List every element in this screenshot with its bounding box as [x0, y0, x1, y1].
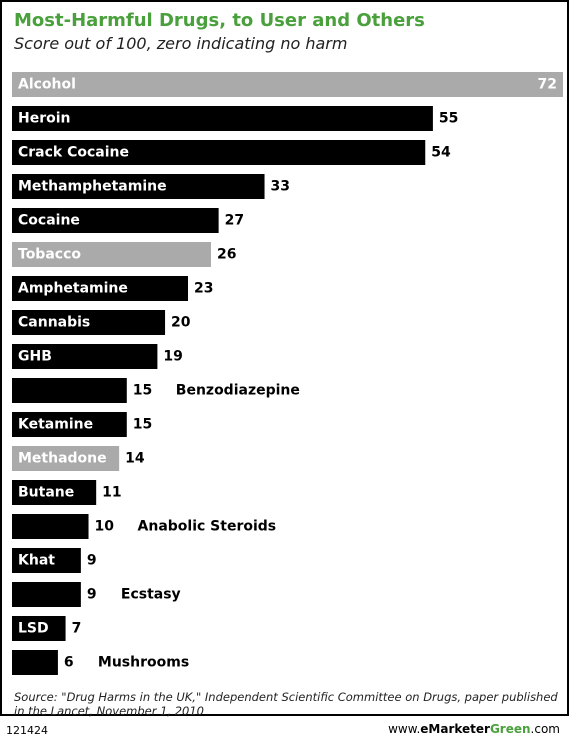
- category-label-ecstasy: Ecstasy: [121, 587, 181, 603]
- bar-butane: [12, 480, 97, 505]
- value-label-ghb: 19: [163, 349, 182, 365]
- bar-chart: Alcohol 72 Heroin 55 Crack Cocaine 54 Methamph…: [12, 72, 563, 675]
- bar-methamphetamine: [12, 174, 265, 199]
- chart-id: 121424: [6, 724, 48, 737]
- value-label-alcohol: 72: [538, 77, 557, 93]
- value-label-ecstasy: 9: [87, 587, 97, 603]
- source-note: Source: "Drug Harms in the UK," Independ…: [14, 690, 558, 718]
- category-label-cannabis: Cannabis: [18, 315, 90, 331]
- category-label-ghb: GHB: [18, 349, 52, 365]
- category-label-anabolic-steroids: Anabolic Steroids: [138, 519, 277, 535]
- category-label-methadone: Methadone: [18, 451, 107, 467]
- bar-khat: [12, 548, 81, 573]
- chart-title: Most-Harmful Drugs, to User and Others: [14, 10, 425, 31]
- category-label-khat: Khat: [18, 553, 55, 569]
- bar-ketamine: [12, 412, 127, 437]
- bar-anabolic-steroids: [12, 514, 89, 539]
- value-label-cocaine: 27: [225, 213, 244, 229]
- brand-green: Green: [489, 722, 531, 736]
- bar-methadone: [12, 446, 120, 471]
- category-label-mushrooms: Mushrooms: [98, 655, 189, 671]
- value-label-tobacco: 26: [217, 247, 236, 263]
- category-label-tobacco: Tobacco: [18, 247, 81, 263]
- bar-crack-cocaine: [12, 140, 426, 165]
- value-label-ketamine: 15: [133, 417, 152, 433]
- value-label-methadone: 14: [125, 451, 145, 467]
- category-label-lsd: LSD: [18, 621, 49, 637]
- brand-emarketer: eMarketer: [420, 722, 490, 736]
- bar-heroin: [12, 106, 433, 131]
- bar-alcohol: [12, 72, 563, 97]
- brand-prefix: www.: [388, 722, 421, 736]
- bar-ecstasy: [12, 582, 81, 607]
- bar-tobacco: [12, 242, 211, 267]
- category-label-methamphetamine: Methamphetamine: [18, 179, 167, 195]
- value-label-anabolic-steroids: 10: [95, 519, 115, 535]
- value-label-butane: 11: [102, 485, 121, 501]
- value-label-cannabis: 20: [171, 315, 191, 331]
- category-label-benzodiazepine: Benzodiazepine: [176, 383, 300, 399]
- value-label-khat: 9: [87, 553, 97, 569]
- value-label-heroin: 55: [439, 111, 458, 127]
- bar-cocaine: [12, 208, 219, 233]
- category-label-cocaine: Cocaine: [18, 213, 80, 229]
- value-label-methamphetamine: 33: [271, 179, 290, 195]
- category-label-ketamine: Ketamine: [18, 417, 93, 433]
- category-label-heroin: Heroin: [18, 111, 71, 127]
- value-label-benzodiazepine: 15: [133, 383, 152, 399]
- category-label-crack-cocaine: Crack Cocaine: [18, 145, 129, 161]
- bar-cannabis: [12, 310, 166, 335]
- bar-ghb: [12, 344, 158, 369]
- category-label-butane: Butane: [18, 485, 74, 501]
- bar-mushrooms: [12, 650, 58, 675]
- brand-suffix: .com: [530, 722, 560, 736]
- bar-lsd: [12, 616, 66, 641]
- category-label-amphetamine: Amphetamine: [18, 281, 128, 297]
- chart-frame: Most-Harmful Drugs, to User and Others S…: [0, 0, 569, 718]
- bar-amphetamine: [12, 276, 189, 301]
- brand-url[interactable]: www.eMarketerGreen.com: [388, 722, 560, 736]
- bar-benzodiazepine: [12, 378, 127, 403]
- value-label-mushrooms: 6: [64, 655, 74, 671]
- value-label-amphetamine: 23: [194, 281, 213, 297]
- chart-subtitle: Score out of 100, zero indicating no har…: [14, 34, 348, 53]
- value-label-lsd: 7: [72, 621, 82, 637]
- category-label-alcohol: Alcohol: [18, 77, 76, 93]
- value-label-crack-cocaine: 54: [431, 145, 451, 161]
